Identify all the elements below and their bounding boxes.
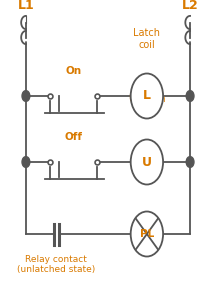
Text: Latch
coil: Latch coil	[133, 28, 160, 50]
Text: U: U	[142, 155, 152, 169]
Circle shape	[186, 91, 194, 101]
Text: PL: PL	[140, 229, 154, 239]
Text: Relay contact
(unlatched state): Relay contact (unlatched state)	[17, 255, 95, 274]
Circle shape	[131, 212, 163, 256]
Text: L2: L2	[182, 0, 199, 12]
Text: On: On	[65, 67, 81, 76]
Text: Off: Off	[64, 133, 83, 142]
Text: L1: L1	[17, 0, 34, 12]
Text: Unlatch
coil: Unlatch coil	[128, 94, 166, 116]
Circle shape	[131, 74, 163, 118]
Circle shape	[186, 157, 194, 167]
Text: L: L	[143, 89, 151, 103]
Circle shape	[22, 157, 30, 167]
Circle shape	[131, 140, 163, 184]
Circle shape	[22, 91, 30, 101]
